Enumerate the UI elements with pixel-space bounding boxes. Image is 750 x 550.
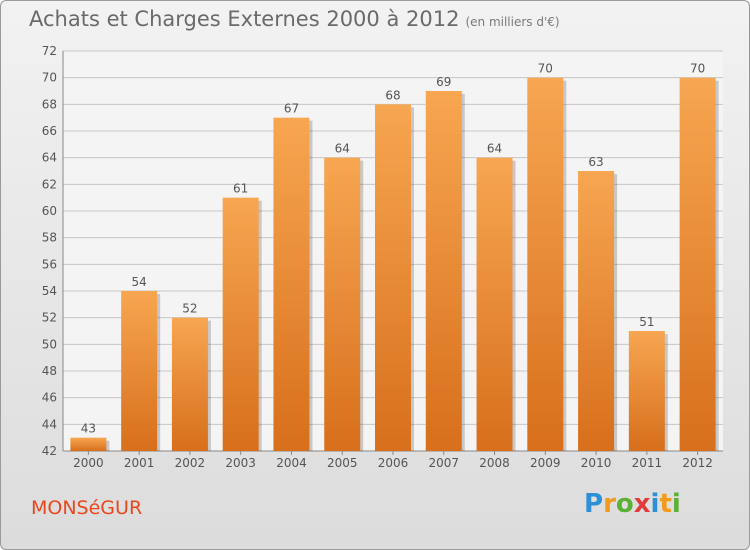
y-tick-label: 54 <box>42 284 57 298</box>
data-label: 70 <box>538 62 553 76</box>
y-tick-label: 64 <box>42 151 57 165</box>
bar <box>578 171 615 451</box>
bar <box>527 77 564 452</box>
bar <box>121 291 158 451</box>
x-tick-label: 2004 <box>276 456 307 470</box>
data-label: 70 <box>690 62 705 76</box>
y-tick-label: 72 <box>42 44 57 58</box>
bar <box>679 77 716 452</box>
bar <box>324 157 361 451</box>
data-label: 69 <box>436 75 451 89</box>
x-tick-label: 2005 <box>327 456 358 470</box>
bar <box>628 331 665 451</box>
x-tick-label: 2012 <box>682 456 713 470</box>
bar <box>70 437 107 451</box>
x-tick-label: 2007 <box>428 456 459 470</box>
data-label: 64 <box>487 142 502 156</box>
chart-title: Achats et Charges Externes 2000 à 2012 (e… <box>29 7 560 31</box>
commune-name: MONSéGUR <box>31 497 143 519</box>
x-tick-label: 2002 <box>175 456 206 470</box>
bar <box>171 317 208 451</box>
chart-unit: (en milliers d'€) <box>465 15 560 29</box>
y-tick-label: 50 <box>42 337 57 351</box>
bar <box>222 197 259 451</box>
bar <box>476 157 513 451</box>
data-label: 61 <box>233 182 248 196</box>
x-tick-label: 2000 <box>73 456 104 470</box>
data-label: 43 <box>81 422 96 436</box>
data-label: 67 <box>284 102 299 116</box>
y-tick-label: 62 <box>42 177 57 191</box>
logo-letter: i <box>650 489 660 519</box>
logo-letter: o <box>615 489 634 519</box>
y-tick-label: 70 <box>42 71 57 85</box>
x-tick-label: 2003 <box>225 456 256 470</box>
data-label: 54 <box>132 275 147 289</box>
logo-letter: r <box>603 489 616 519</box>
x-tick-label: 2001 <box>124 456 155 470</box>
y-tick-label: 68 <box>42 97 57 111</box>
y-tick-label: 42 <box>42 444 57 458</box>
data-label: 68 <box>385 88 400 102</box>
logo-letter: P <box>584 489 604 519</box>
y-tick-label: 44 <box>42 417 57 431</box>
logo-letter: i <box>671 489 681 519</box>
x-tick-label: 2008 <box>479 456 510 470</box>
logo-letter: t <box>659 489 672 519</box>
y-tick-label: 48 <box>42 364 57 378</box>
x-tick-label: 2006 <box>378 456 409 470</box>
y-tick-label: 52 <box>42 311 57 325</box>
data-label: 52 <box>182 302 197 316</box>
bar <box>375 104 411 451</box>
logo-letter: x <box>633 489 651 519</box>
x-tick-label: 2011 <box>632 456 663 470</box>
bar <box>425 91 462 451</box>
x-tick-label: 2009 <box>530 456 561 470</box>
data-label: 63 <box>588 155 603 169</box>
x-tick-label: 2010 <box>581 456 612 470</box>
chart-title-text: Achats et Charges Externes 2000 à 2012 <box>29 7 460 31</box>
y-tick-label: 66 <box>42 124 57 138</box>
y-tick-label: 46 <box>42 391 57 405</box>
y-tick-label: 56 <box>42 257 57 271</box>
proxiti-logo: Proxiti <box>584 489 681 519</box>
data-label: 51 <box>639 315 654 329</box>
bar <box>273 117 310 452</box>
y-tick-label: 60 <box>42 204 57 218</box>
y-tick-label: 58 <box>42 231 57 245</box>
data-label: 64 <box>335 142 350 156</box>
